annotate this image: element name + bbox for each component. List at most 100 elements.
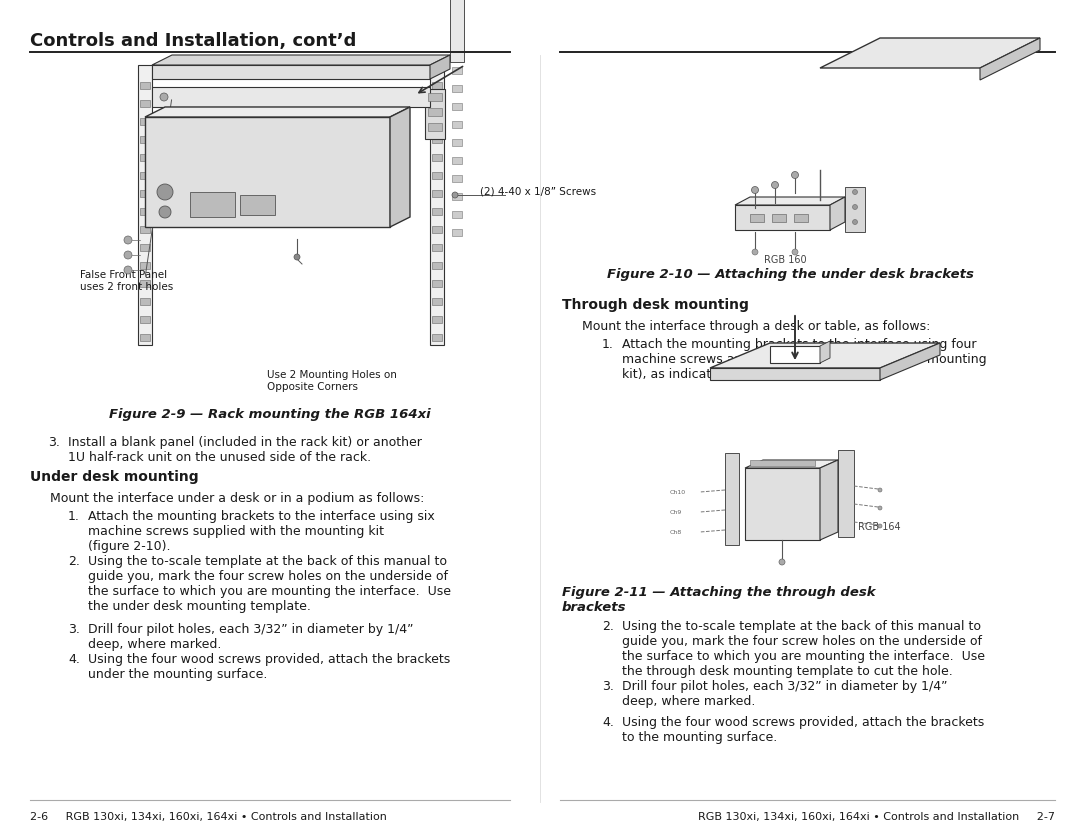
Text: Using the four wood screws provided, attach the brackets
under the mounting surf: Using the four wood screws provided, att… [87, 653, 450, 681]
Polygon shape [152, 55, 450, 65]
Bar [453, 85, 462, 92]
Bar [845, 187, 865, 232]
Text: Mount the interface through a desk or table, as follows:: Mount the interface through a desk or ta… [582, 320, 930, 333]
Text: 3.: 3. [602, 680, 613, 693]
Text: 2.: 2. [68, 555, 80, 568]
Polygon shape [745, 460, 838, 468]
Circle shape [792, 172, 798, 178]
Polygon shape [820, 460, 838, 540]
Bar [140, 262, 150, 269]
Polygon shape [820, 38, 1040, 68]
Bar [432, 298, 442, 305]
Text: 1.: 1. [68, 510, 80, 523]
Circle shape [878, 488, 882, 492]
Text: Use 2 Mounting Holes on
Opposite Corners: Use 2 Mounting Holes on Opposite Corners [267, 370, 396, 392]
Circle shape [852, 204, 858, 209]
Bar [140, 244, 150, 251]
Bar [453, 139, 462, 146]
Text: Figure 2-10 — Attaching the under desk brackets: Figure 2-10 — Attaching the under desk b… [607, 268, 973, 281]
Bar [432, 244, 442, 251]
Bar [838, 450, 854, 537]
Text: Using the to-scale template at the back of this manual to
guide you, mark the fo: Using the to-scale template at the back … [87, 555, 451, 613]
Bar [140, 154, 150, 161]
Bar [772, 214, 786, 222]
Bar [453, 67, 462, 74]
Bar [432, 82, 442, 89]
Polygon shape [980, 38, 1040, 80]
Polygon shape [770, 346, 820, 363]
Text: Install a blank panel (included in the rack kit) or another
1U half-rack unit on: Install a blank panel (included in the r… [68, 436, 422, 464]
Bar [432, 172, 442, 179]
Text: Ch10: Ch10 [670, 490, 686, 495]
Bar [432, 262, 442, 269]
Bar [152, 65, 430, 79]
Text: Through desk mounting: Through desk mounting [562, 298, 748, 312]
Polygon shape [710, 368, 880, 380]
Bar [140, 100, 150, 107]
Circle shape [852, 219, 858, 224]
Bar [140, 226, 150, 233]
Text: 3.: 3. [48, 436, 59, 449]
Circle shape [752, 187, 758, 193]
Bar [453, 229, 462, 236]
Circle shape [157, 184, 173, 200]
Bar [428, 123, 442, 131]
Circle shape [852, 189, 858, 194]
Bar [428, 108, 442, 116]
Text: Attach the mounting brackets to the interface using four
machine screws and wash: Attach the mounting brackets to the inte… [622, 338, 987, 381]
Polygon shape [880, 343, 940, 380]
Circle shape [294, 254, 300, 260]
Bar [453, 211, 462, 218]
Bar [140, 334, 150, 341]
Bar [450, 0, 464, 62]
Bar [140, 136, 150, 143]
Text: Using the four wood screws provided, attach the brackets
to the mounting surface: Using the four wood screws provided, att… [622, 716, 984, 744]
Bar [750, 460, 815, 466]
Bar [432, 208, 442, 215]
Polygon shape [710, 343, 940, 368]
Bar [453, 175, 462, 182]
Polygon shape [831, 197, 845, 230]
Bar [426, 89, 445, 139]
Bar [794, 214, 808, 222]
Text: 3.: 3. [68, 623, 80, 636]
Text: RGB 160: RGB 160 [764, 255, 807, 265]
Circle shape [124, 236, 132, 244]
Text: (2) 4-40 x 1/8” Screws: (2) 4-40 x 1/8” Screws [480, 186, 596, 196]
Text: 4.: 4. [602, 716, 613, 729]
Bar [745, 468, 820, 540]
Bar [140, 82, 150, 89]
Bar [430, 65, 444, 345]
Bar [428, 93, 442, 101]
Text: 2.: 2. [602, 620, 613, 633]
Circle shape [124, 266, 132, 274]
Text: Using the to-scale template at the back of this manual to
guide you, mark the fo: Using the to-scale template at the back … [622, 620, 985, 678]
Text: 1.: 1. [602, 338, 613, 351]
Bar [432, 280, 442, 287]
Text: False Front Panel
uses 2 front holes: False Front Panel uses 2 front holes [80, 270, 173, 292]
Circle shape [752, 249, 758, 255]
Bar [140, 298, 150, 305]
Text: 2-6     RGB 130xi, 134xi, 160xi, 164xi • Controls and Installation: 2-6 RGB 130xi, 134xi, 160xi, 164xi • Con… [30, 812, 387, 822]
Bar [432, 334, 442, 341]
Polygon shape [820, 341, 831, 363]
Bar [140, 316, 150, 323]
Bar [453, 157, 462, 164]
Text: Drill four pilot holes, each 3/32” in diameter by 1/4”
deep, where marked.: Drill four pilot holes, each 3/32” in di… [87, 623, 414, 651]
Bar [140, 190, 150, 197]
Text: RGB 164: RGB 164 [858, 522, 901, 532]
Bar [750, 214, 764, 222]
Circle shape [878, 506, 882, 510]
Bar [140, 208, 150, 215]
Bar [432, 226, 442, 233]
Bar [432, 316, 442, 323]
Text: Ch9: Ch9 [670, 510, 683, 515]
Text: 4.: 4. [68, 653, 80, 666]
Bar [140, 172, 150, 179]
Bar [432, 136, 442, 143]
Bar [140, 280, 150, 287]
Bar [432, 190, 442, 197]
Bar [432, 118, 442, 125]
Polygon shape [735, 197, 845, 205]
Bar [453, 103, 462, 110]
